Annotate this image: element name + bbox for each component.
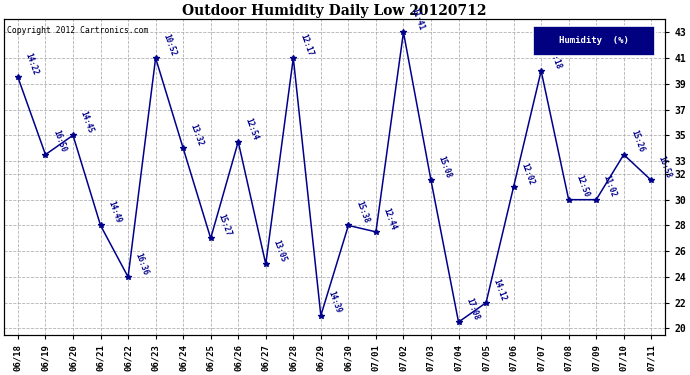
Text: 14:49: 14:49 bbox=[106, 200, 122, 225]
Text: 15:08: 15:08 bbox=[437, 155, 453, 180]
Text: 16:50: 16:50 bbox=[51, 129, 68, 154]
Text: 16:58: 16:58 bbox=[657, 155, 673, 180]
Text: 12:44: 12:44 bbox=[382, 206, 398, 231]
Text: 18:18: 18:18 bbox=[546, 45, 563, 70]
Text: 17:08: 17:08 bbox=[464, 297, 480, 321]
Title: Outdoor Humidity Daily Low 20120712: Outdoor Humidity Daily Low 20120712 bbox=[182, 4, 487, 18]
Text: 15:27: 15:27 bbox=[216, 213, 233, 237]
Text: Copyright 2012 Cartronics.com: Copyright 2012 Cartronics.com bbox=[8, 26, 149, 34]
FancyBboxPatch shape bbox=[533, 26, 655, 56]
Text: 14:12: 14:12 bbox=[491, 277, 508, 302]
Text: 13:32: 13:32 bbox=[188, 123, 205, 147]
Text: 10:52: 10:52 bbox=[161, 32, 177, 57]
Text: 15:38: 15:38 bbox=[354, 200, 371, 225]
Text: 16:36: 16:36 bbox=[134, 251, 150, 276]
Text: 11:02: 11:02 bbox=[602, 174, 618, 199]
Text: 12:17: 12:17 bbox=[299, 32, 315, 57]
Text: 12:02: 12:02 bbox=[519, 161, 535, 186]
Text: 12:50: 12:50 bbox=[574, 174, 591, 199]
Text: 11:41: 11:41 bbox=[409, 7, 425, 32]
Text: 13:05: 13:05 bbox=[271, 238, 288, 263]
Text: 14:39: 14:39 bbox=[326, 290, 343, 315]
Text: 15:26: 15:26 bbox=[629, 129, 646, 154]
Text: Humidity  (%): Humidity (%) bbox=[559, 36, 629, 45]
Text: 12:54: 12:54 bbox=[244, 116, 260, 141]
Text: 14:22: 14:22 bbox=[23, 52, 40, 76]
Text: 14:45: 14:45 bbox=[79, 110, 95, 135]
